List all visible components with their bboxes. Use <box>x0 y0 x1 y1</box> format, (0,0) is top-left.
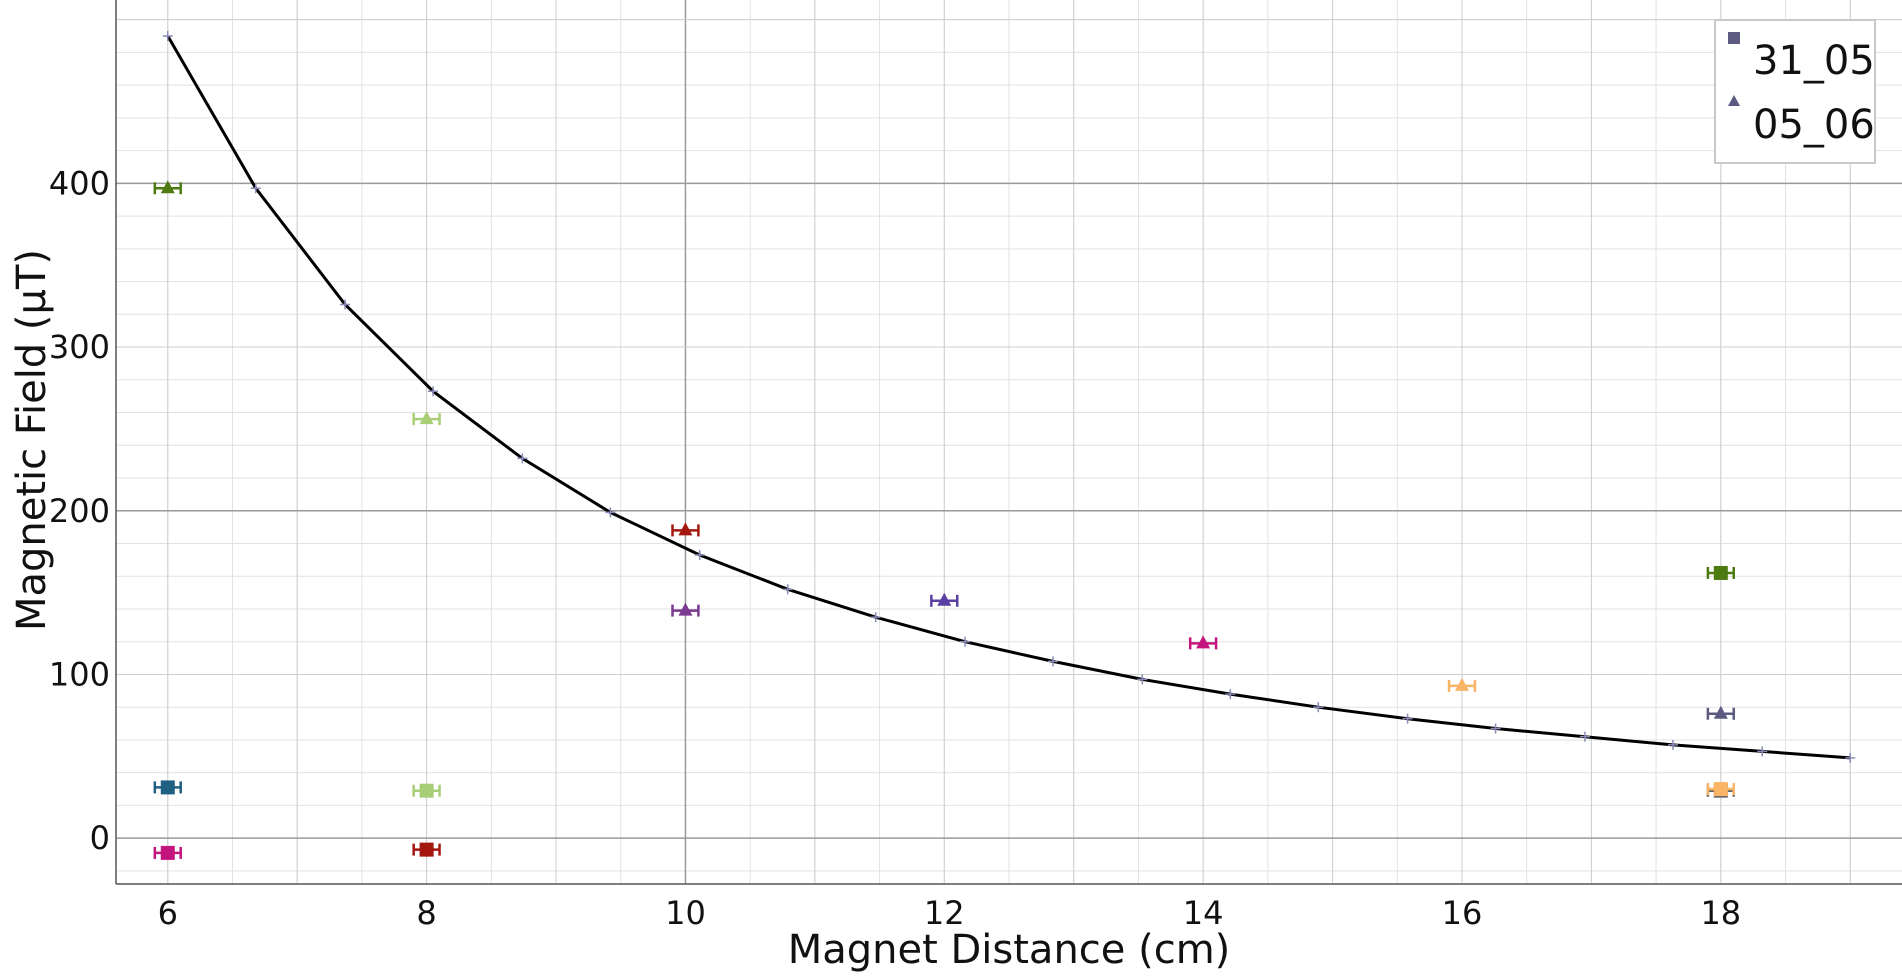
fit-curve-marker <box>1048 656 1059 667</box>
square-data-point <box>412 783 441 798</box>
legend-triangle-marker <box>1728 95 1740 106</box>
x-tick-label: 6 <box>158 894 178 932</box>
triangle-marker <box>678 522 693 536</box>
x-tick-label: 10 <box>665 894 706 932</box>
triangle-data-point <box>1188 635 1218 650</box>
triangle-marker <box>1196 635 1211 649</box>
legend-box <box>1714 19 1876 164</box>
fit-curve-marker <box>428 386 439 397</box>
legend-label-31-05: 31_05 <box>1753 38 1875 84</box>
fit-curve-marker <box>782 584 793 595</box>
fit-curve-marker <box>1667 739 1678 750</box>
fit-curve-marker <box>605 507 616 518</box>
legend-label-05-06: 05_06 <box>1753 102 1875 148</box>
fit-curve-marker <box>1490 723 1501 734</box>
triangle-marker <box>937 592 952 606</box>
x-axis-title: Magnet Distance (cm) <box>788 927 1231 973</box>
triangle-data-point <box>1706 705 1736 720</box>
fit-curve-marker <box>1757 746 1768 757</box>
triangle-marker <box>160 180 175 194</box>
legend-square-marker <box>1728 32 1740 44</box>
square-marker <box>160 845 175 860</box>
fit-curve-marker <box>1402 713 1413 724</box>
fit-curve-marker <box>959 636 970 647</box>
square-marker <box>419 842 434 857</box>
y-tick-label: 0 <box>90 819 110 857</box>
x-tick-label: 18 <box>1700 894 1741 932</box>
triangle-marker <box>1454 677 1469 691</box>
fit-curve-marker <box>694 549 705 560</box>
triangle-data-point <box>153 180 182 195</box>
fit-curve-marker <box>1579 731 1590 742</box>
square-data-point <box>153 780 182 795</box>
fit-curve-marker <box>870 612 881 623</box>
triangle-data-point <box>671 602 700 617</box>
square-data-point <box>1706 782 1736 797</box>
square-marker <box>1713 782 1728 797</box>
triangle-marker <box>419 411 434 425</box>
triangle-data-point <box>412 411 441 426</box>
x-tick-label: 8 <box>416 894 436 932</box>
fit-curve-marker <box>1225 689 1236 700</box>
y-tick-label: 400 <box>49 164 110 202</box>
x-tick-label: 16 <box>1442 894 1483 932</box>
fit-curve-marker <box>517 453 528 464</box>
triangle-marker <box>678 602 693 616</box>
triangle-data-point <box>671 522 700 537</box>
y-tick-label: 100 <box>49 655 110 693</box>
y-axis-title: Magnetic Field (μT) <box>9 249 55 631</box>
triangle-data-point <box>1447 677 1477 692</box>
square-marker <box>160 780 175 795</box>
square-marker <box>1713 565 1728 580</box>
fit-curve-marker <box>1313 702 1324 713</box>
triangle-marker <box>1713 705 1728 719</box>
fit-curve-line <box>166 35 1851 760</box>
square-data-point <box>153 845 182 860</box>
square-data-point <box>1706 565 1736 580</box>
square-data-point <box>412 842 441 857</box>
fit-curve-marker <box>162 31 173 42</box>
y-tick-label: 300 <box>49 328 110 366</box>
x-tick-label: 14 <box>1183 894 1224 932</box>
x-tick-label: 12 <box>924 894 965 932</box>
fit-curve-marker <box>340 299 351 310</box>
square-marker <box>419 783 434 798</box>
fit-curve-marker <box>1845 752 1856 763</box>
y-tick-label: 200 <box>49 492 110 530</box>
fit-curve-marker <box>1137 674 1148 685</box>
fit-curve-marker <box>250 183 261 194</box>
triangle-data-point <box>930 592 959 607</box>
